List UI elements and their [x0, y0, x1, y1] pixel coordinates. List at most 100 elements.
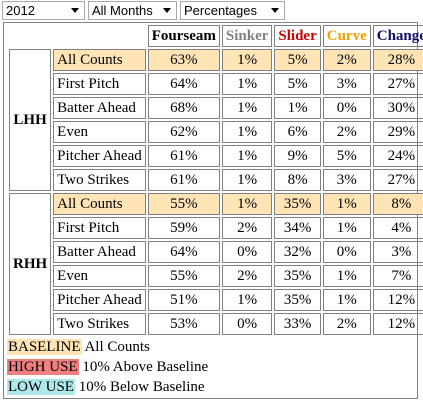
- percent-cell: 8%: [372, 193, 423, 215]
- data-row: LHH All Counts 63% 1% 5% 2% 28%: [9, 49, 423, 191]
- percent-cell: 12%: [372, 313, 423, 335]
- percent-cell: 2%: [322, 49, 371, 71]
- situation: First Pitch: [53, 73, 146, 95]
- percent-cell: 59%: [147, 217, 220, 239]
- percent-cell: 8%: [274, 169, 321, 191]
- percent-cell: 61%: [147, 169, 220, 191]
- column-header: Fourseam: [147, 25, 220, 47]
- percent-cell: 64%: [147, 73, 220, 95]
- percent-cell: 1%: [322, 289, 371, 311]
- percent-cell: 28%: [372, 49, 423, 71]
- blank-cell: [53, 25, 146, 47]
- percent-cell: 55%: [147, 193, 220, 215]
- data-row: RHH All Counts 55% 1% 35% 1% 8%: [9, 193, 423, 335]
- percent-cell: 3%: [372, 241, 423, 263]
- percent-cell: 27%: [372, 73, 423, 95]
- percent-cell: 63%: [147, 49, 220, 71]
- data-row: Pitcher Ahead 61% 1% 9% 5% 24%: [9, 145, 423, 167]
- situation: Batter Ahead: [53, 241, 146, 263]
- percent-cell: 55%: [147, 265, 220, 287]
- percent-cell: 2%: [221, 217, 273, 239]
- percent-cell: 1%: [221, 193, 273, 215]
- legend-key: HIGH USE: [7, 359, 79, 375]
- percent-cell: 0%: [322, 241, 371, 263]
- percent-cell: 0%: [221, 241, 273, 263]
- legend-key: BASELINE: [7, 339, 82, 355]
- percent-cell: 62%: [147, 121, 220, 143]
- data-row: First Pitch 64% 1% 5% 3% 27%: [9, 73, 423, 95]
- situation: Even: [53, 265, 146, 287]
- percent-cell: 1%: [221, 289, 273, 311]
- percent-cell: 53%: [147, 313, 220, 335]
- percent-cell: 27%: [372, 169, 423, 191]
- group-label: RHH: [9, 193, 52, 335]
- percent-cell: 0%: [221, 313, 273, 335]
- percent-cell: 6%: [274, 121, 321, 143]
- percent-cell: 35%: [274, 289, 321, 311]
- percent-cell: 1%: [221, 73, 273, 95]
- percent-cell: 7%: [372, 265, 423, 287]
- data-row: Batter Ahead 64% 0% 32% 0% 3%: [9, 241, 423, 263]
- situation: Two Strikes: [53, 313, 146, 335]
- legend-item: BASELINE All Counts: [7, 337, 417, 357]
- situation: Two Strikes: [53, 169, 146, 191]
- column-header: Sinker: [221, 25, 273, 47]
- group-label: LHH: [9, 49, 52, 191]
- percent-cell: 1%: [221, 145, 273, 167]
- percent-cell: 2%: [221, 265, 273, 287]
- percent-cell: 35%: [274, 193, 321, 215]
- data-row: Pitcher Ahead 51% 1% 35% 1% 12%: [9, 289, 423, 311]
- percent-cell: 4%: [372, 217, 423, 239]
- percent-cell: 34%: [274, 217, 321, 239]
- legend-text: 10% Above Baseline: [82, 359, 209, 375]
- data-row: Two Strikes 61% 1% 8% 3% 27%: [9, 169, 423, 191]
- percent-cell: 2%: [322, 121, 371, 143]
- percent-cell: 68%: [147, 97, 220, 119]
- legend-item: LOW USE 10% Below Baseline: [7, 377, 417, 397]
- situation: Batter Ahead: [53, 97, 146, 119]
- data-row: Even 62% 1% 6% 2% 29%: [9, 121, 423, 143]
- situation: All Counts: [53, 193, 146, 215]
- percent-cell: 61%: [147, 145, 220, 167]
- percent-cell: 51%: [147, 289, 220, 311]
- column-header: Change: [372, 25, 423, 47]
- data-row: Batter Ahead 68% 1% 1% 0% 30%: [9, 97, 423, 119]
- situation: Pitcher Ahead: [53, 289, 146, 311]
- percent-cell: 3%: [322, 169, 371, 191]
- percent-cell: 1%: [322, 217, 371, 239]
- usage-table: Fourseam Sinker Slider Curve Change LHH All Co…: [7, 23, 423, 337]
- dropdown[interactable]: 2012: [2, 1, 85, 20]
- percent-cell: 12%: [372, 289, 423, 311]
- situation: Pitcher Ahead: [53, 145, 146, 167]
- usage-panel: Fourseam Sinker Slider Curve Change LHH All Co…: [3, 22, 423, 399]
- situation: Even: [53, 121, 146, 143]
- percent-cell: 1%: [221, 121, 273, 143]
- legend-text: All Counts: [84, 339, 150, 355]
- percent-cell: 1%: [322, 193, 371, 215]
- legend-text: 10% Below Baseline: [78, 379, 205, 395]
- percent-cell: 1%: [221, 97, 273, 119]
- percent-cell: 1%: [221, 169, 273, 191]
- legend-item: HIGH USE 10% Above Baseline: [7, 357, 417, 377]
- data-row: Two Strikes 53% 0% 33% 2% 12%: [9, 313, 423, 335]
- data-row: Even 55% 2% 35% 1% 7%: [9, 265, 423, 287]
- percent-cell: 24%: [372, 145, 423, 167]
- percent-cell: 9%: [274, 145, 321, 167]
- blank-cell: [9, 25, 51, 47]
- filter-bar: 2012 All Months Percentages: [2, 1, 285, 20]
- percent-cell: 0%: [322, 97, 371, 119]
- legend: BASELINE All Counts HIGH USE 10% Above Ba…: [7, 337, 417, 397]
- column-header: Slider: [274, 25, 321, 47]
- percent-cell: 5%: [274, 73, 321, 95]
- percent-cell: 3%: [322, 73, 371, 95]
- dropdown[interactable]: All Months: [88, 1, 177, 20]
- percent-cell: 30%: [372, 97, 423, 119]
- percent-cell: 1%: [274, 97, 321, 119]
- column-header: Curve: [322, 25, 371, 47]
- percent-cell: 2%: [322, 313, 371, 335]
- dropdown[interactable]: Percentages: [180, 1, 285, 20]
- percent-cell: 5%: [274, 49, 321, 71]
- situation: All Counts: [53, 49, 146, 71]
- situation: First Pitch: [53, 217, 146, 239]
